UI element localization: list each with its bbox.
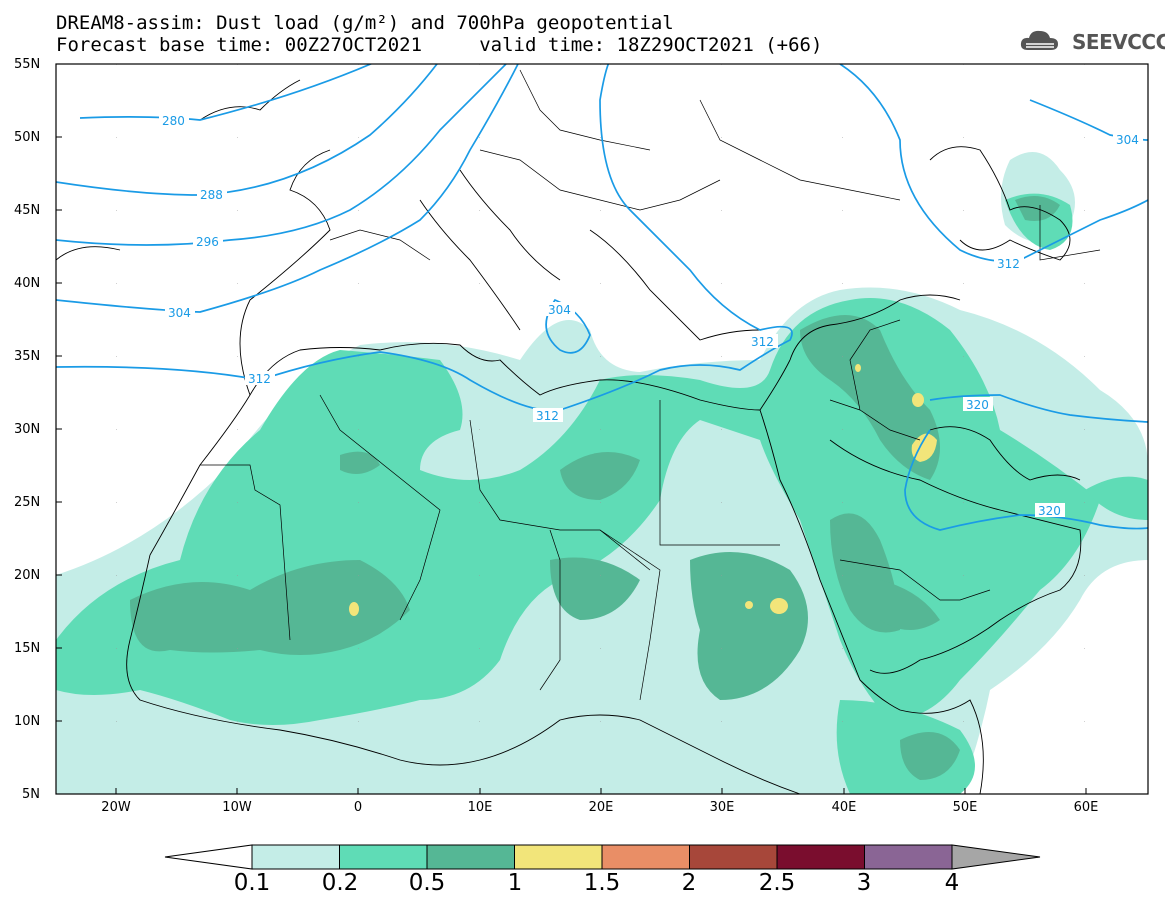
lat-label-40n: 40N [14, 276, 41, 291]
lat-label-35n: 35N [14, 349, 41, 364]
lon-label-10w: 10W [222, 800, 252, 815]
seevccc-cloud-logo-icon [1020, 30, 1058, 50]
colorbar-label-0.5: 0.5 [408, 870, 446, 896]
contour-label-288: 288 [200, 188, 223, 202]
colorbar-label-0.1: 0.1 [233, 870, 271, 896]
lat-label-55n: 55N [14, 57, 41, 72]
map-title: DREAM8-assim: Dust load (g/m²) and 700hP… [56, 12, 674, 34]
lat-label-15n: 15N [14, 641, 41, 656]
lat-label-25n: 25N [14, 495, 41, 510]
contour-label-280: 280 [162, 114, 185, 128]
seevccc-logo-text: SEEVCCC [1072, 30, 1165, 54]
contour-label-312-east: 312 [751, 335, 774, 349]
contour-label-296: 296 [196, 235, 219, 249]
axis-ticks [56, 63, 1087, 794]
contour-label-304-northeast: 304 [1116, 133, 1139, 147]
contour-label-304: 304 [168, 306, 191, 320]
contour-label-304-small: 304 [548, 303, 571, 317]
colorbar-label-4: 4 [944, 870, 960, 896]
lat-label-20n: 20N [14, 568, 41, 583]
contour-label-320-south: 320 [1038, 504, 1061, 518]
contour-labels: 280 288 296 304 304 312 312 312 312 320 … [159, 113, 1143, 518]
lat-label-50n: 50N [14, 130, 41, 145]
contour-label-312-central: 312 [536, 409, 559, 423]
lon-label-60e: 60E [1073, 800, 1099, 815]
geopotential-contours [56, 64, 1148, 531]
contour-label-312-caspian: 312 [997, 257, 1020, 271]
lon-label-10e: 10E [467, 800, 493, 815]
colorbar-label-0.2: 0.2 [321, 870, 359, 896]
colorbar-label-1.5: 1.5 [583, 870, 621, 896]
colorbar-label-2.5: 2.5 [758, 870, 796, 896]
lon-label-30e: 30E [709, 800, 735, 815]
map-subtitle-times: Forecast base time: 00Z27OCT2021 valid t… [56, 34, 823, 56]
colorbar-label-2: 2 [681, 870, 697, 896]
lat-label-5n: 5N [22, 787, 40, 802]
lat-label-45n: 45N [14, 203, 41, 218]
lat-label-30n: 30N [14, 422, 41, 437]
lat-label-10n: 10N [14, 714, 41, 729]
colorbar-label-1: 1 [507, 870, 523, 896]
lon-label-0: 0 [353, 800, 363, 815]
contour-label-312-west: 312 [248, 372, 271, 386]
colorbar-label-3: 3 [856, 870, 872, 896]
lon-label-50e: 50E [952, 800, 978, 815]
contour-label-320-north: 320 [966, 398, 989, 412]
lon-label-20w: 20W [101, 800, 131, 815]
lon-label-40e: 40E [831, 800, 857, 815]
lon-label-20e: 20E [588, 800, 614, 815]
